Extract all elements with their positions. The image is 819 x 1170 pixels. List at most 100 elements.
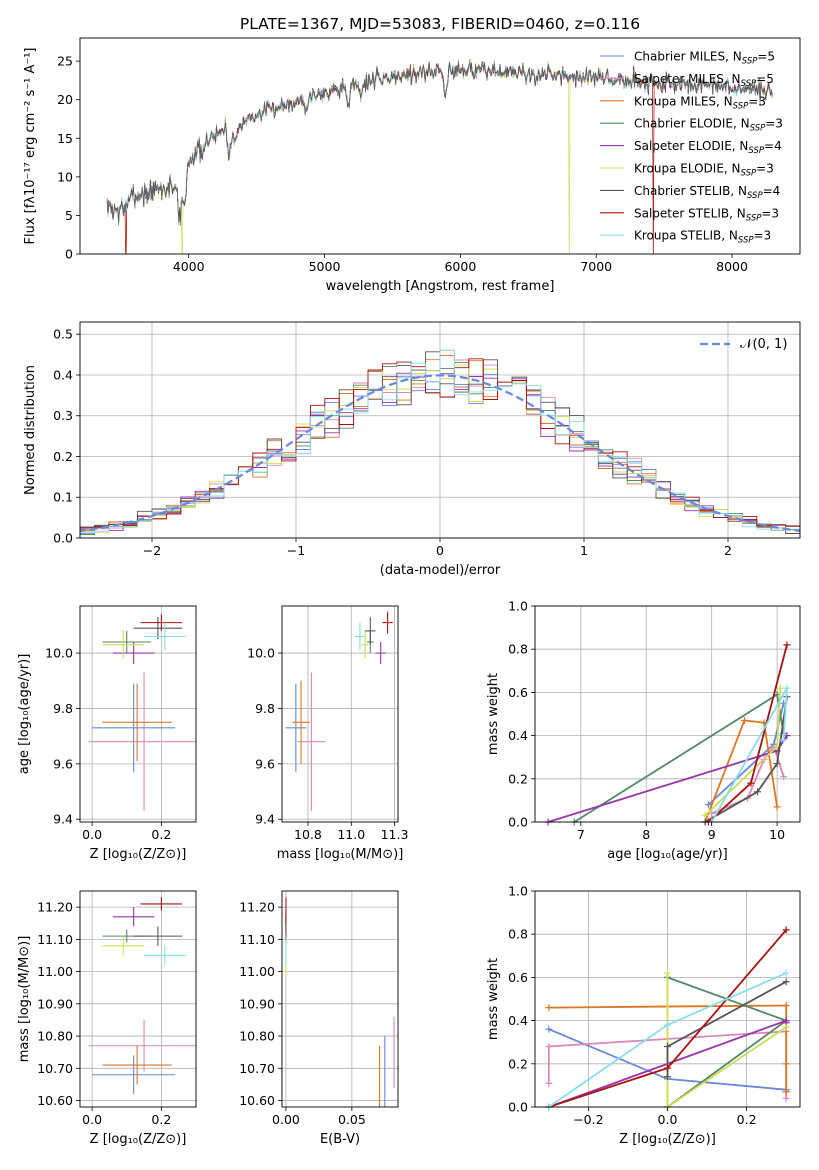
x-tick-label: 0 (436, 543, 444, 558)
x-tick-label: 1 (580, 543, 588, 558)
age-vs-Z-frame (79, 605, 197, 823)
errorbar-point (144, 945, 186, 966)
mass-weight-vs-Z-marker (664, 969, 671, 977)
mass-weight-vs-age-marker (753, 788, 761, 796)
mass-weight-vs-age-marker (783, 684, 791, 692)
mass-weight-vs-Z-marker (664, 1064, 671, 1072)
legend-entry-sub: SSP (747, 191, 763, 201)
normal-curve (80, 374, 800, 533)
mass-weight-vs-Z-marker (664, 1021, 671, 1029)
legend-entry-suffix: =3 (754, 229, 772, 243)
errorbar-point (140, 614, 183, 631)
mass-weight-vs-age-series-0 (707, 702, 785, 806)
mass-weight-vs-Z-marker (782, 1060, 790, 1068)
x-tick-label: 0.2 (151, 827, 171, 842)
y-tick-label: 0.8 (508, 642, 528, 657)
y-tick-label: 0.4 (508, 728, 528, 743)
age-vs-Z-y-axis-label: age [log₁₀(age/yr)] (17, 654, 32, 775)
spectrum-series-4 (106, 60, 773, 225)
legend-entry-sub: SSP (742, 57, 758, 67)
y-tick-label: 0.8 (508, 927, 528, 942)
y-tick-label: 9.6 (255, 756, 275, 771)
legend-entry-suffix: =3 (748, 94, 766, 108)
errorbar-point (102, 630, 145, 659)
y-tick-label: 11.10 (37, 932, 73, 947)
spectrum-x-axis-label: wavelength [Angstrom, rest frame] (326, 279, 555, 294)
errorbar-point (382, 611, 393, 634)
y-tick-label: 0.5 (53, 327, 73, 342)
errorbar-point (92, 683, 176, 773)
legend-entry: Salpeter MILES, NSSP=5 (634, 72, 774, 89)
legend-entry-sub: SSP (733, 101, 749, 111)
legend-entry-suffix: =3 (765, 117, 783, 131)
legend-entry-suffix: =3 (756, 162, 774, 176)
y-tick-label: 10.70 (37, 1061, 73, 1076)
y-tick-label: 9.8 (255, 701, 275, 716)
y-tick-label: 11.00 (239, 964, 275, 979)
grid-layer (80, 322, 800, 1108)
legend-entry: Kroupa STELIB, NSSP=3 (634, 229, 771, 246)
y-tick-label: 5 (65, 208, 73, 223)
y-tick-label: 11.10 (239, 932, 275, 947)
x-tick-label: −1 (287, 543, 305, 558)
mass-weight-vs-age-series-2 (704, 719, 778, 822)
x-tick-label: 7000 (580, 259, 612, 274)
errorbar-point (354, 622, 366, 651)
age-vs-Z-x-axis-label: Z [log₁₀(Z/Z⊙)] (90, 847, 187, 862)
spectrum-series-7 (106, 61, 773, 254)
x-tick-label: 7 (577, 827, 585, 842)
y-tick-label: 0.0 (508, 815, 528, 830)
mass-weight-vs-Z-marker (545, 1079, 553, 1087)
y-tick-label: 10.70 (239, 1061, 275, 1076)
y-tick-label: 0.1 (53, 490, 73, 505)
mass-weight-vs-Z-marker (782, 969, 790, 977)
x-tick-label: 0.05 (338, 1112, 366, 1127)
y-tick-label: 10.0 (45, 646, 73, 661)
spectrum-y-axis-label: Flux [fλ10⁻¹⁷ erg cm⁻² s⁻¹ A⁻¹] (23, 48, 38, 245)
y-tick-label: 9.8 (53, 701, 73, 716)
y-tick-label: 11.20 (37, 900, 73, 915)
legend-entry-sub: SSP (741, 169, 757, 179)
mass-weight-vs-Z-marker (545, 1025, 553, 1033)
y-tick-label: 9.6 (53, 756, 73, 771)
x-tick-label: 10 (769, 827, 785, 842)
mass-vs-Z-x-axis-label: Z [log₁₀(Z/Z⊙)] (90, 1132, 187, 1147)
mass-weight-vs-age-marker (780, 736, 788, 744)
y-tick-label: 1.0 (508, 599, 528, 614)
y-tick-label: 0.2 (53, 449, 73, 464)
x-tick-label: 6000 (444, 259, 476, 274)
y-tick-label: 0.4 (53, 367, 73, 382)
legend-entry-sub: SSP (741, 79, 757, 89)
mass-weight-vs-age-marker (776, 684, 784, 692)
mass-weight-vs-Z-marker (545, 1043, 553, 1051)
x-tick-label: 5000 (309, 259, 341, 274)
x-tick-label: 8000 (716, 259, 748, 274)
legend-entry: Salpeter ELODIE, NSSP=4 (634, 139, 782, 156)
mass-weight-vs-age-marker (773, 803, 781, 811)
x-tick-label: 11.0 (337, 827, 365, 842)
mass-weight-vs-Z-series-5 (666, 973, 787, 1107)
mass-weight-vs-age-marker (740, 716, 748, 724)
y-tick-label: 0.2 (508, 1056, 528, 1071)
x-tick-label: 0.2 (737, 1112, 757, 1127)
mass-weight-vs-Z-marker (782, 1001, 790, 1009)
y-tick-label: 0.6 (508, 685, 528, 700)
y-tick-label: 10.80 (37, 1029, 73, 1044)
y-tick-label: 0.4 (508, 1013, 528, 1028)
mass-weight-vs-Z-marker (782, 1088, 790, 1096)
residuals-y-axis-label: Normed distribution (23, 365, 38, 495)
errorbar-point (102, 936, 145, 956)
y-tick-label: 10.90 (239, 996, 275, 1011)
legend-entry-suffix: =5 (757, 50, 775, 64)
legend-entry-suffix: =5 (756, 72, 774, 86)
mass-weight-vs-age-marker (701, 812, 709, 820)
mass-vs-Z-frame (79, 890, 197, 1108)
mass-weight-vs-Z-marker (664, 1043, 671, 1051)
x-tick-label: 8 (642, 827, 650, 842)
x-tick-label: −2 (143, 543, 161, 558)
errorbar-point (92, 1055, 176, 1095)
legend-entry: Kroupa ELODIE, NSSP=3 (634, 162, 774, 179)
y-tick-label: 9.4 (255, 812, 275, 827)
mass-weight-vs-Z-marker (782, 1023, 790, 1031)
